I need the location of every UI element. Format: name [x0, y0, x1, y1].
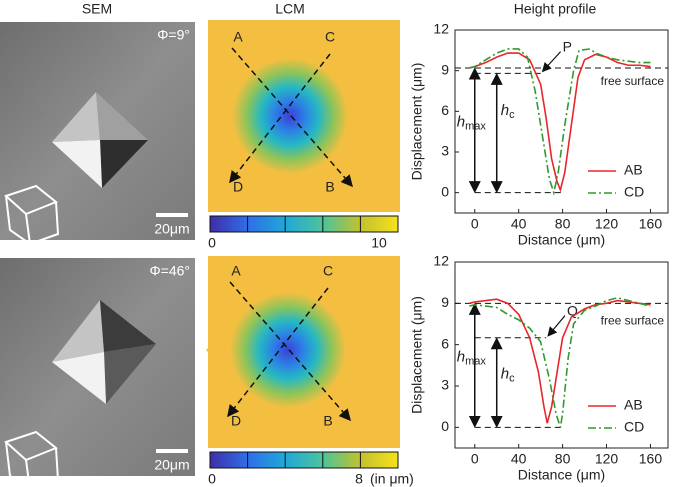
x-tick-label: 0: [471, 451, 479, 467]
colorbar: [209, 451, 399, 469]
symbol-main: h: [501, 102, 509, 119]
symbol-main: h: [457, 113, 465, 130]
scale-bar-label: 20μm: [154, 457, 189, 473]
x-tick-label: 120: [595, 451, 619, 467]
symbol-main: h: [457, 348, 465, 365]
symbol-sub: c: [509, 109, 515, 121]
y-tick-label: 0: [441, 418, 449, 434]
data-line: [469, 296, 651, 428]
point-label: C: [325, 29, 335, 45]
point-label: P: [563, 38, 572, 54]
cube-icon: [4, 184, 60, 247]
x-tick-label: 40: [511, 216, 527, 232]
y-tick-label: 0: [441, 183, 449, 199]
symbol-sub: max: [465, 120, 486, 132]
colorbar-tick-label: 0: [208, 235, 216, 251]
plot-frame: [454, 261, 669, 449]
phi-label: Φ=9°: [157, 27, 190, 43]
symbol-label: hc: [501, 102, 515, 121]
point-label: A: [231, 263, 241, 279]
legend-label: AB: [624, 162, 643, 178]
x-tick-label: 80: [555, 216, 571, 232]
point-label: B: [323, 413, 332, 429]
symbol-sub: c: [509, 372, 515, 384]
x-tick-label: 80: [555, 451, 571, 467]
y-tick-label: 12: [433, 21, 449, 37]
section-line: [227, 287, 329, 418]
data-line: [469, 298, 651, 424]
surface-label: free surface: [601, 74, 665, 88]
point-label: C: [323, 263, 333, 279]
data-line: [469, 48, 651, 196]
indent-facet: [52, 352, 106, 404]
symbol-sub: max: [465, 355, 486, 367]
x-axis-title: Distance (μm): [518, 232, 605, 248]
y-tick-label: 6: [441, 335, 449, 351]
point-arrow: [541, 51, 562, 73]
indent-facet: [52, 140, 102, 188]
column-title: Height profile: [514, 1, 597, 17]
colorbar-unit: (in μm): [370, 471, 414, 487]
x-tick-label: 0: [471, 216, 479, 232]
point-label: B: [325, 179, 334, 195]
indent-facet: [52, 300, 104, 362]
surface-label: free surface: [601, 314, 665, 328]
point-arrow: [547, 315, 566, 337]
y-axis-title: Displacement (μm): [409, 296, 425, 414]
colorbar-tick-label: 10: [371, 235, 387, 251]
point-label: D: [231, 413, 241, 429]
point-label: Q: [567, 302, 578, 318]
x-axis-title: Distance (μm): [518, 467, 605, 483]
symbol-label: hc: [501, 366, 515, 385]
section-line: [229, 53, 331, 184]
indent-facet: [100, 300, 156, 352]
point-label: A: [233, 29, 243, 45]
y-tick-label: 3: [441, 377, 449, 393]
data-line: [469, 52, 651, 193]
section-line: [231, 47, 353, 188]
indent-facet: [52, 92, 100, 142]
x-tick-label: 160: [639, 216, 663, 232]
phi-label: Φ=46°: [149, 263, 190, 279]
x-tick-label: 160: [639, 451, 663, 467]
column-title: LCM: [275, 1, 305, 17]
symbol-label: hmax: [457, 348, 487, 367]
colorbar-tick-label: 8: [355, 471, 363, 487]
indent-facet: [100, 140, 148, 188]
section-line: [229, 281, 351, 422]
symbol-main: h: [501, 366, 509, 383]
y-tick-label: 9: [441, 294, 449, 310]
y-tick-label: 9: [441, 61, 449, 77]
y-tick-label: 6: [441, 102, 449, 118]
legend-label: AB: [624, 397, 643, 413]
symbol-label: hmax: [457, 113, 487, 132]
y-axis-title: Displacement (μm): [409, 63, 425, 181]
y-tick-label: 12: [433, 253, 449, 269]
plot-frame: [454, 29, 669, 214]
x-tick-label: 40: [511, 451, 527, 467]
indent-facet: [104, 344, 156, 404]
y-tick-label: 3: [441, 143, 449, 159]
colorbar: [209, 215, 399, 233]
x-tick-label: 120: [595, 216, 619, 232]
scale-bar-label: 20μm: [154, 221, 189, 237]
colorbar-tick-label: 0: [208, 471, 216, 487]
legend-label: CD: [624, 419, 644, 435]
point-label: D: [233, 179, 243, 195]
indent-facet: [96, 92, 148, 140]
column-title: SEM: [82, 1, 112, 17]
legend-label: CD: [624, 184, 644, 200]
